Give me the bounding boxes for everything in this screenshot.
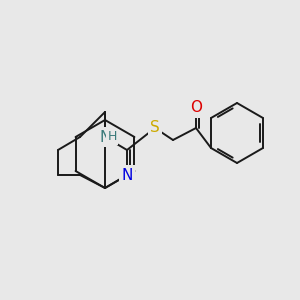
Text: O: O xyxy=(190,100,202,116)
Text: H: H xyxy=(107,130,117,143)
Text: S: S xyxy=(150,121,160,136)
Text: N: N xyxy=(99,130,111,145)
Text: N: N xyxy=(121,167,133,182)
